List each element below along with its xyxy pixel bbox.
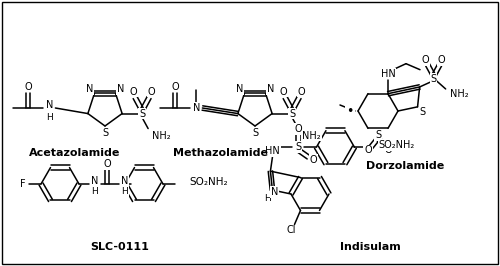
Text: O: O [171, 82, 179, 92]
Text: N: N [92, 176, 98, 186]
Text: H: H [46, 113, 53, 122]
Text: NH₂: NH₂ [152, 131, 171, 140]
Text: HN: HN [265, 146, 280, 156]
Text: H: H [92, 188, 98, 197]
Text: N: N [86, 84, 93, 94]
Text: N: N [236, 84, 243, 94]
Text: HN: HN [380, 69, 396, 79]
Text: O: O [384, 145, 392, 155]
Text: N: N [270, 187, 278, 197]
Text: O: O [280, 86, 287, 97]
Text: N: N [192, 103, 200, 113]
Text: S: S [296, 142, 302, 152]
Text: SO₂NH₂: SO₂NH₂ [189, 177, 228, 187]
Text: N: N [267, 84, 274, 94]
Text: O: O [130, 86, 137, 97]
Text: S: S [289, 109, 295, 119]
Text: S: S [430, 74, 436, 84]
Text: O: O [422, 55, 430, 65]
Text: Methazolamide: Methazolamide [172, 148, 268, 158]
Text: O: O [148, 86, 155, 97]
Text: N: N [122, 176, 128, 186]
Text: O: O [438, 55, 446, 65]
Text: Indisulam: Indisulam [340, 242, 400, 252]
Text: H: H [264, 194, 271, 202]
Text: SLC-0111: SLC-0111 [90, 242, 150, 252]
Text: Cl: Cl [287, 226, 296, 235]
Text: O: O [24, 82, 32, 92]
Text: S: S [139, 109, 145, 119]
Text: O: O [103, 159, 111, 169]
Text: N: N [117, 84, 124, 94]
Text: Acetazolamide: Acetazolamide [30, 148, 120, 158]
Text: S: S [102, 128, 108, 138]
Text: •: • [346, 105, 354, 118]
Text: S: S [375, 130, 381, 140]
Text: Dorzolamide: Dorzolamide [366, 161, 444, 171]
Text: O: O [298, 86, 305, 97]
Text: NH₂: NH₂ [302, 131, 320, 140]
Text: N: N [46, 100, 53, 110]
Text: NH₂: NH₂ [450, 89, 468, 99]
Text: H: H [122, 188, 128, 197]
Text: SO₂NH₂: SO₂NH₂ [378, 140, 414, 150]
Text: F: F [20, 179, 26, 189]
Text: S: S [252, 128, 258, 138]
Text: S: S [420, 107, 426, 117]
Text: O: O [294, 124, 302, 134]
Text: O: O [310, 155, 317, 165]
Text: O: O [364, 145, 372, 155]
